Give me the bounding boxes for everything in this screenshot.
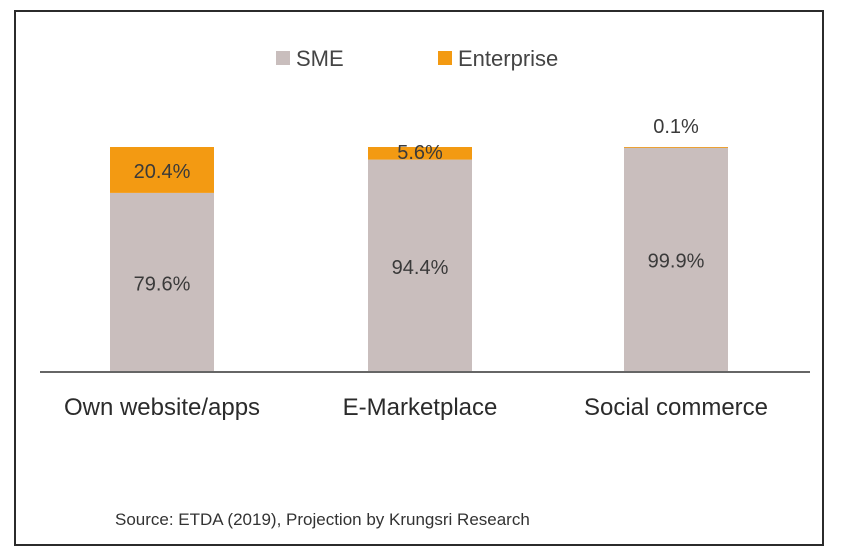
bar-sme-2	[624, 147, 728, 372]
data-label-enterprise-1: 5.6%	[397, 142, 443, 164]
data-label-enterprise-0: 20.4%	[134, 161, 191, 183]
bar-enterprise-0	[110, 147, 214, 193]
data-label-sme-2: 99.9%	[648, 251, 705, 273]
bar-enterprise-1	[368, 147, 472, 160]
bar-enterprise-2	[624, 147, 728, 148]
bars: 79.6% 20.4% 94.4% 5.6% 99.9% 0.1%	[110, 116, 728, 372]
data-label-enterprise-2: 0.1%	[653, 116, 699, 138]
legend-label-sme: SME	[296, 46, 344, 71]
bar-sme-1	[368, 159, 472, 372]
x-axis-labels: Own website/apps E-Marketplace Social comm…	[64, 394, 768, 421]
legend: SME Enterprise	[276, 46, 558, 71]
legend-swatch-sme	[276, 51, 290, 65]
data-label-sme-1: 94.4%	[392, 257, 449, 279]
x-tick-label-2: Social commerce	[584, 394, 768, 421]
source-note: Source: ETDA (2019), Projection by Krung…	[115, 510, 530, 529]
x-tick-label-1: E-Marketplace	[343, 394, 498, 421]
data-label-sme-0: 79.6%	[134, 273, 191, 295]
legend-swatch-enterprise	[438, 51, 452, 65]
x-tick-label-0: Own website/apps	[64, 394, 260, 421]
legend-label-enterprise: Enterprise	[458, 46, 558, 71]
bar-sme-0	[110, 192, 214, 372]
